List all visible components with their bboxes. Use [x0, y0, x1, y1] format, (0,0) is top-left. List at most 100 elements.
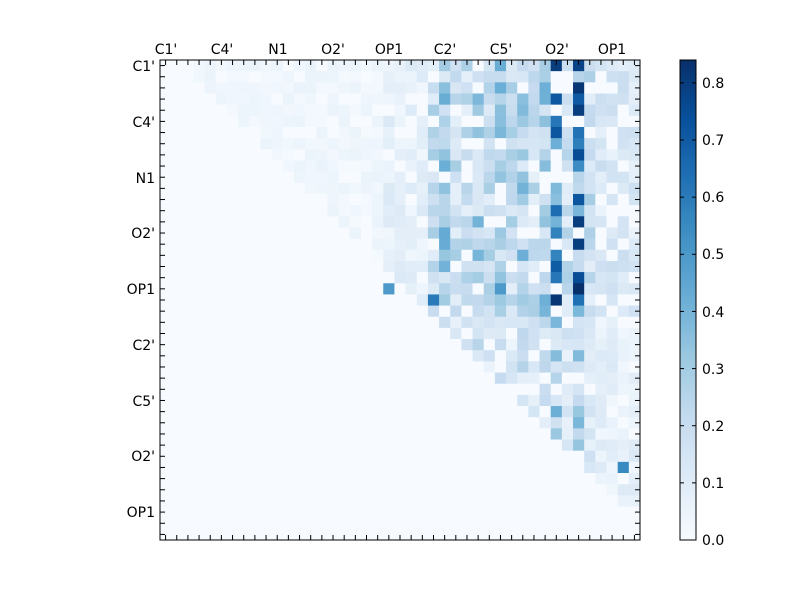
heatmap-cell: [238, 339, 250, 351]
heatmap-cell: [584, 450, 596, 463]
heatmap-cell: [327, 372, 339, 385]
heatmap-cell: [226, 115, 239, 128]
heatmap-cell: [461, 339, 473, 351]
heatmap-cell: [327, 126, 339, 139]
heatmap-cell: [517, 417, 529, 429]
x-tick-label: C1': [155, 42, 178, 58]
heatmap-cell: [293, 528, 306, 541]
x-tick-label: O2': [545, 42, 569, 58]
heatmap-cell: [372, 160, 384, 173]
heatmap-cell: [271, 394, 284, 407]
heatmap-cell: [204, 82, 217, 94]
heatmap-cell: [550, 249, 563, 262]
heatmap-cell: [204, 272, 217, 284]
heatmap-cell: [494, 71, 507, 83]
heatmap-cell: [483, 484, 496, 496]
heatmap-cell: [628, 361, 641, 373]
x-tick-label: C2': [434, 42, 457, 58]
heatmap-cell: [282, 71, 295, 83]
heatmap-cell: [349, 372, 362, 385]
heatmap-cell: [628, 216, 641, 228]
heatmap-cell: [595, 383, 607, 396]
heatmap-cell: [494, 149, 507, 161]
heatmap-cell: [573, 484, 585, 496]
heatmap-cell: [271, 428, 284, 440]
heatmap-cell: [226, 339, 239, 351]
heatmap-cell: [327, 517, 339, 530]
heatmap-cell: [293, 294, 306, 306]
heatmap-cell: [349, 528, 362, 541]
heatmap-cell: [282, 260, 295, 273]
heatmap-cell: [461, 104, 473, 117]
heatmap-cell: [550, 439, 563, 452]
heatmap-cell: [360, 383, 373, 396]
heatmap-cell: [606, 372, 619, 385]
heatmap-cell: [305, 528, 317, 541]
heatmap-cell: [405, 272, 418, 284]
heatmap-cell: [271, 227, 284, 239]
heatmap-cell: [316, 171, 328, 184]
heatmap-cell: [461, 138, 473, 150]
heatmap-cell: [606, 149, 619, 161]
heatmap-cell: [539, 171, 552, 184]
heatmap-cell: [595, 238, 607, 251]
heatmap-cell: [517, 171, 529, 184]
heatmap-cell: [539, 473, 552, 485]
heatmap-cell: [461, 450, 473, 463]
heatmap-cell: [171, 149, 183, 161]
heatmap-cell: [372, 372, 384, 385]
heatmap-cell: [405, 417, 418, 429]
heatmap-cell: [316, 428, 328, 440]
heatmap-cell: [439, 238, 451, 251]
heatmap-cell: [316, 305, 328, 318]
heatmap-cell: [461, 461, 473, 474]
heatmap-cell: [595, 506, 607, 519]
heatmap-cell: [305, 339, 317, 351]
heatmap-cell: [483, 417, 496, 429]
heatmap-cell: [249, 126, 261, 139]
heatmap-cell: [260, 417, 273, 429]
heatmap-cell: [293, 394, 306, 407]
heatmap-cell: [360, 193, 373, 206]
heatmap-cell: [160, 283, 172, 295]
heatmap-cell: [372, 193, 384, 206]
heatmap-cell: [316, 394, 328, 407]
heatmap-cell: [494, 115, 507, 128]
heatmap-cell: [561, 294, 574, 306]
heatmap-cell: [595, 115, 607, 128]
heatmap-cell: [628, 171, 641, 184]
heatmap-cell: [461, 327, 473, 340]
heatmap-cell: [628, 506, 641, 519]
heatmap-cell: [383, 115, 395, 128]
heatmap-cell: [494, 339, 507, 351]
y-tick-label: O2': [131, 226, 155, 242]
heatmap-cell: [483, 249, 496, 262]
heatmap-cell: [338, 383, 351, 396]
heatmap-cell: [349, 450, 362, 463]
heatmap-cell: [260, 171, 273, 184]
heatmap-cell: [494, 205, 507, 217]
heatmap-cell: [260, 249, 273, 262]
heatmap-cell: [606, 60, 619, 72]
heatmap-cell: [349, 383, 362, 396]
heatmap-cell: [182, 115, 194, 128]
heatmap-cell: [427, 93, 440, 106]
heatmap-cell: [561, 517, 574, 530]
heatmap-cell: [483, 216, 496, 228]
heatmap-cell: [617, 272, 630, 284]
heatmap-cell: [427, 171, 440, 184]
heatmap-cell: [182, 60, 194, 72]
heatmap-cell: [517, 350, 529, 362]
heatmap-cell: [550, 60, 563, 72]
heatmap-cell: [383, 71, 395, 83]
heatmap-cell: [517, 316, 529, 329]
heatmap-cell: [215, 506, 228, 519]
heatmap-cell: [494, 138, 507, 150]
heatmap-cell: [506, 461, 518, 474]
heatmap-cell: [595, 495, 607, 507]
heatmap-cell: [260, 394, 273, 407]
heatmap-cell: [249, 93, 261, 106]
heatmap-cell: [182, 417, 194, 429]
y-tick-label: O2': [131, 449, 155, 465]
